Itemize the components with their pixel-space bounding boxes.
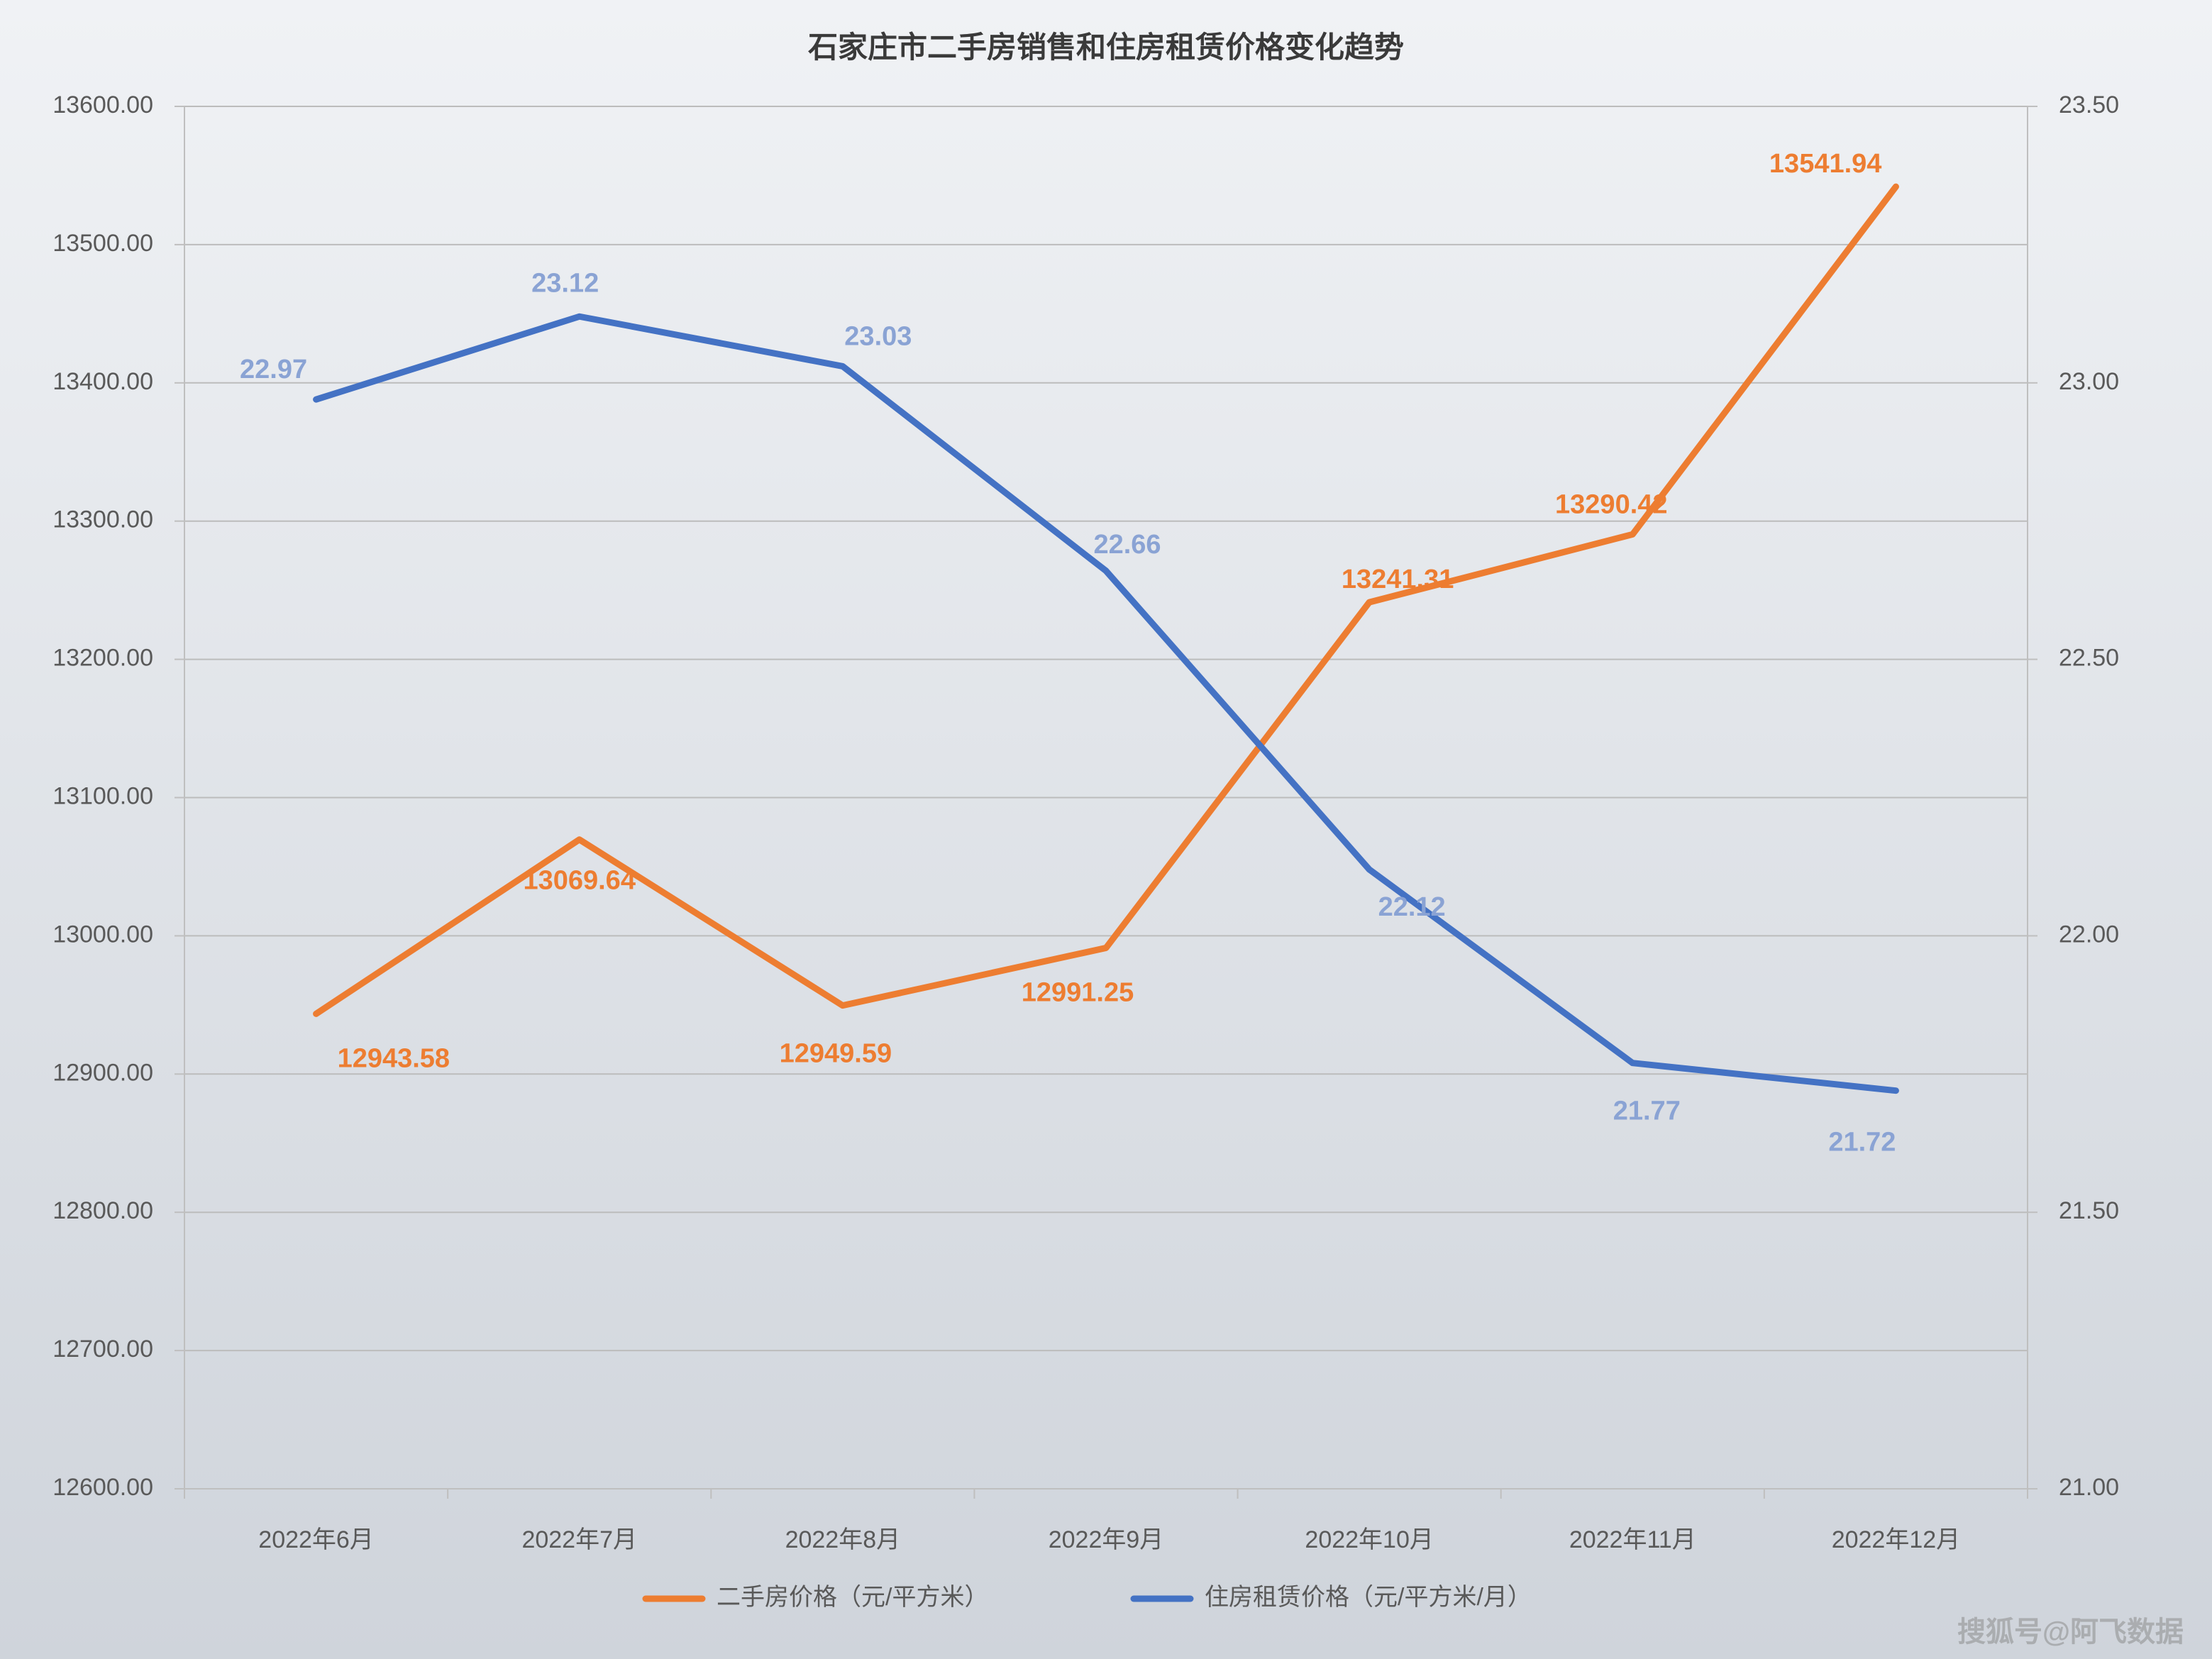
chart-container: 12600.00 12700.00 12800.00 12900.00 13000.00…: [0, 0, 2212, 1659]
data-label: 22.12: [1378, 892, 1446, 922]
data-label: 21.72: [1828, 1128, 1896, 1158]
data-label: 21.77: [1613, 1097, 1681, 1126]
x-tick-label: 2022年9月: [1049, 1526, 1164, 1553]
chart-title: 石家庄市二手房销售和住房租赁价格变化趋势: [808, 30, 1404, 64]
y-left-tick-label: 13400.00: [52, 368, 153, 395]
legend-label: 二手房价格（元/平方米）: [717, 1584, 988, 1611]
y-left-tick-label: 13300.00: [52, 506, 153, 533]
x-tick-label: 2022年10月: [1305, 1526, 1433, 1553]
legend-label: 住房租赁价格（元/平方米/月）: [1205, 1584, 1532, 1611]
y-left-tick-label: 12600.00: [52, 1474, 153, 1501]
chart-background: [0, 0, 2212, 1659]
y-left-tick-label: 13600.00: [52, 91, 153, 118]
y-right-tick-label: 22.00: [2059, 921, 2119, 948]
y-left-tick-label: 13200.00: [52, 645, 153, 672]
y-left-tick-label: 12900.00: [52, 1059, 153, 1086]
data-label: 13290.42: [1555, 489, 1668, 519]
y-right-tick-label: 22.50: [2059, 645, 2119, 672]
y-left-tick-label: 13000.00: [52, 921, 153, 948]
watermark: 搜狐号@阿飞数据: [1957, 1616, 2184, 1648]
y-left-tick-label: 12700.00: [52, 1336, 153, 1363]
line-chart: 12600.00 12700.00 12800.00 12900.00 13000.00…: [0, 0, 2212, 1659]
data-label: 13241.31: [1342, 565, 1454, 594]
x-tick-label: 2022年7月: [521, 1526, 637, 1553]
y-left-tick-label: 12800.00: [52, 1197, 153, 1224]
data-label: 23.12: [531, 268, 599, 298]
data-label: 13541.94: [1769, 149, 1882, 179]
y-right-tick-label: 23.50: [2059, 91, 2119, 118]
y-right-tick-label: 21.00: [2059, 1474, 2119, 1501]
data-label: 23.03: [844, 321, 912, 351]
x-tick-label: 2022年11月: [1569, 1526, 1696, 1553]
y-left-tick-label: 13500.00: [52, 230, 153, 257]
data-label: 12943.58: [338, 1043, 450, 1073]
y-right-tick-label: 23.00: [2059, 368, 2119, 395]
y-right-tick-label: 21.50: [2059, 1197, 2119, 1224]
data-label: 22.97: [240, 355, 307, 384]
x-tick-label: 2022年8月: [785, 1526, 901, 1553]
data-label: 12991.25: [1022, 977, 1134, 1007]
data-label: 22.66: [1093, 530, 1161, 560]
data-label: 13069.64: [523, 866, 636, 896]
x-tick-label: 2022年12月: [1832, 1526, 1960, 1553]
x-tick-label: 2022年6月: [258, 1526, 374, 1553]
data-label: 12949.59: [780, 1039, 892, 1069]
y-left-tick-label: 13100.00: [52, 782, 153, 809]
